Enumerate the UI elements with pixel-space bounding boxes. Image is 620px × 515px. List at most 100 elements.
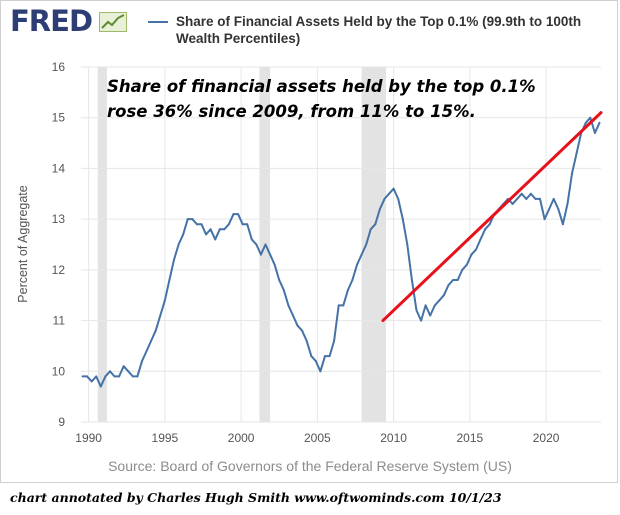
data-point-30[interactable]: [218, 228, 221, 231]
data-point-104[interactable]: [557, 208, 560, 210]
data-point-51[interactable]: [314, 360, 317, 363]
data-point-76[interactable]: [429, 314, 432, 317]
data-point-24[interactable]: [191, 218, 194, 221]
data-point-103[interactable]: [552, 197, 555, 200]
data-point-31[interactable]: [223, 228, 226, 231]
data-point-58[interactable]: [346, 289, 349, 292]
data-point-33[interactable]: [232, 213, 235, 216]
data-point-56[interactable]: [337, 304, 340, 307]
data-point-62[interactable]: [365, 243, 368, 246]
data-point-20[interactable]: [173, 258, 176, 261]
data-point-0[interactable]: [81, 375, 84, 378]
data-point-94[interactable]: [511, 202, 514, 205]
data-point-4[interactable]: [99, 385, 102, 388]
data-point-25[interactable]: [195, 223, 198, 226]
data-point-53[interactable]: [323, 355, 326, 358]
data-point-52[interactable]: [319, 370, 322, 373]
data-point-43[interactable]: [278, 279, 281, 281]
data-point-1[interactable]: [86, 375, 89, 378]
data-point-42[interactable]: [273, 263, 276, 266]
data-point-35[interactable]: [241, 223, 244, 226]
data-point-97[interactable]: [525, 197, 528, 200]
data-point-65[interactable]: [378, 208, 381, 210]
data-point-108[interactable]: [575, 152, 578, 155]
data-point-64[interactable]: [374, 223, 377, 226]
data-point-32[interactable]: [227, 223, 230, 226]
data-point-67[interactable]: [388, 192, 391, 195]
data-point-72[interactable]: [410, 279, 413, 281]
data-point-82[interactable]: [456, 279, 459, 281]
data-point-69[interactable]: [397, 197, 400, 200]
data-point-29[interactable]: [214, 238, 217, 241]
data-point-99[interactable]: [534, 197, 537, 200]
data-point-66[interactable]: [383, 197, 386, 200]
data-point-60[interactable]: [356, 263, 359, 266]
data-point-9[interactable]: [122, 365, 125, 368]
data-point-15[interactable]: [150, 339, 153, 342]
data-point-49[interactable]: [305, 339, 308, 342]
data-point-102[interactable]: [548, 208, 551, 210]
data-point-78[interactable]: [438, 299, 441, 302]
data-point-10[interactable]: [127, 370, 130, 373]
data-point-70[interactable]: [401, 218, 404, 221]
data-point-100[interactable]: [539, 197, 542, 200]
data-point-74[interactable]: [420, 319, 423, 322]
data-point-16[interactable]: [154, 329, 157, 332]
data-point-38[interactable]: [255, 243, 258, 246]
data-point-80[interactable]: [447, 284, 450, 287]
data-point-50[interactable]: [310, 355, 313, 358]
data-point-41[interactable]: [269, 253, 272, 256]
data-point-28[interactable]: [209, 228, 212, 231]
data-point-83[interactable]: [461, 268, 464, 271]
data-point-47[interactable]: [296, 324, 299, 327]
data-point-81[interactable]: [452, 279, 455, 281]
data-point-73[interactable]: [415, 309, 418, 312]
data-point-68[interactable]: [392, 187, 395, 190]
data-point-5[interactable]: [104, 375, 107, 378]
data-point-2[interactable]: [90, 380, 93, 383]
data-point-106[interactable]: [566, 202, 569, 205]
data-point-79[interactable]: [442, 294, 445, 297]
data-point-113[interactable]: [598, 121, 601, 124]
data-point-21[interactable]: [177, 243, 180, 246]
data-point-75[interactable]: [424, 304, 427, 307]
data-point-112[interactable]: [593, 131, 596, 134]
data-point-11[interactable]: [131, 375, 134, 378]
data-point-95[interactable]: [516, 197, 519, 200]
data-point-107[interactable]: [571, 172, 574, 175]
data-point-89[interactable]: [488, 223, 491, 226]
data-point-110[interactable]: [584, 121, 587, 124]
data-point-6[interactable]: [108, 370, 111, 373]
data-point-111[interactable]: [589, 116, 592, 119]
data-point-17[interactable]: [159, 314, 162, 317]
data-point-40[interactable]: [264, 243, 267, 246]
data-point-36[interactable]: [246, 223, 249, 226]
data-point-37[interactable]: [250, 238, 253, 241]
data-point-96[interactable]: [520, 192, 523, 195]
data-point-101[interactable]: [543, 218, 546, 221]
data-point-23[interactable]: [186, 218, 189, 221]
data-point-63[interactable]: [369, 228, 372, 231]
data-point-88[interactable]: [484, 228, 487, 231]
data-point-86[interactable]: [474, 248, 477, 251]
data-point-71[interactable]: [406, 243, 409, 246]
data-point-54[interactable]: [328, 355, 331, 358]
data-point-87[interactable]: [479, 238, 482, 241]
source-note[interactable]: Source: Board of Governors of the Federa…: [108, 458, 512, 474]
data-point-57[interactable]: [342, 304, 345, 307]
data-point-22[interactable]: [182, 233, 185, 236]
data-point-85[interactable]: [470, 253, 473, 256]
data-point-84[interactable]: [465, 263, 468, 266]
data-point-77[interactable]: [433, 304, 436, 307]
data-point-59[interactable]: [351, 279, 354, 281]
data-point-45[interactable]: [287, 304, 290, 307]
data-point-44[interactable]: [282, 289, 285, 292]
fred-logo[interactable]: FRED: [10, 6, 128, 36]
data-point-8[interactable]: [118, 375, 121, 378]
data-point-3[interactable]: [95, 375, 98, 378]
data-point-26[interactable]: [200, 223, 203, 226]
data-point-39[interactable]: [259, 253, 262, 256]
data-point-61[interactable]: [360, 253, 363, 256]
data-point-48[interactable]: [301, 329, 304, 332]
data-point-55[interactable]: [333, 339, 336, 342]
